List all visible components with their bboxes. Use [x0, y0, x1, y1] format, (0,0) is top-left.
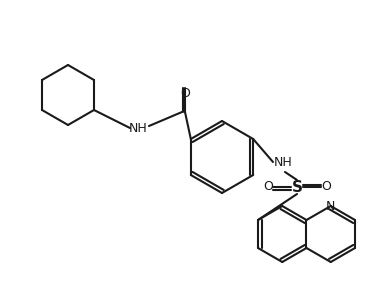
Text: O: O — [321, 180, 331, 193]
Text: N: N — [326, 200, 335, 213]
Text: NH: NH — [129, 121, 147, 135]
Text: O: O — [180, 87, 190, 99]
Text: NH: NH — [274, 156, 292, 168]
Text: S: S — [291, 180, 303, 194]
Text: O: O — [263, 180, 273, 193]
